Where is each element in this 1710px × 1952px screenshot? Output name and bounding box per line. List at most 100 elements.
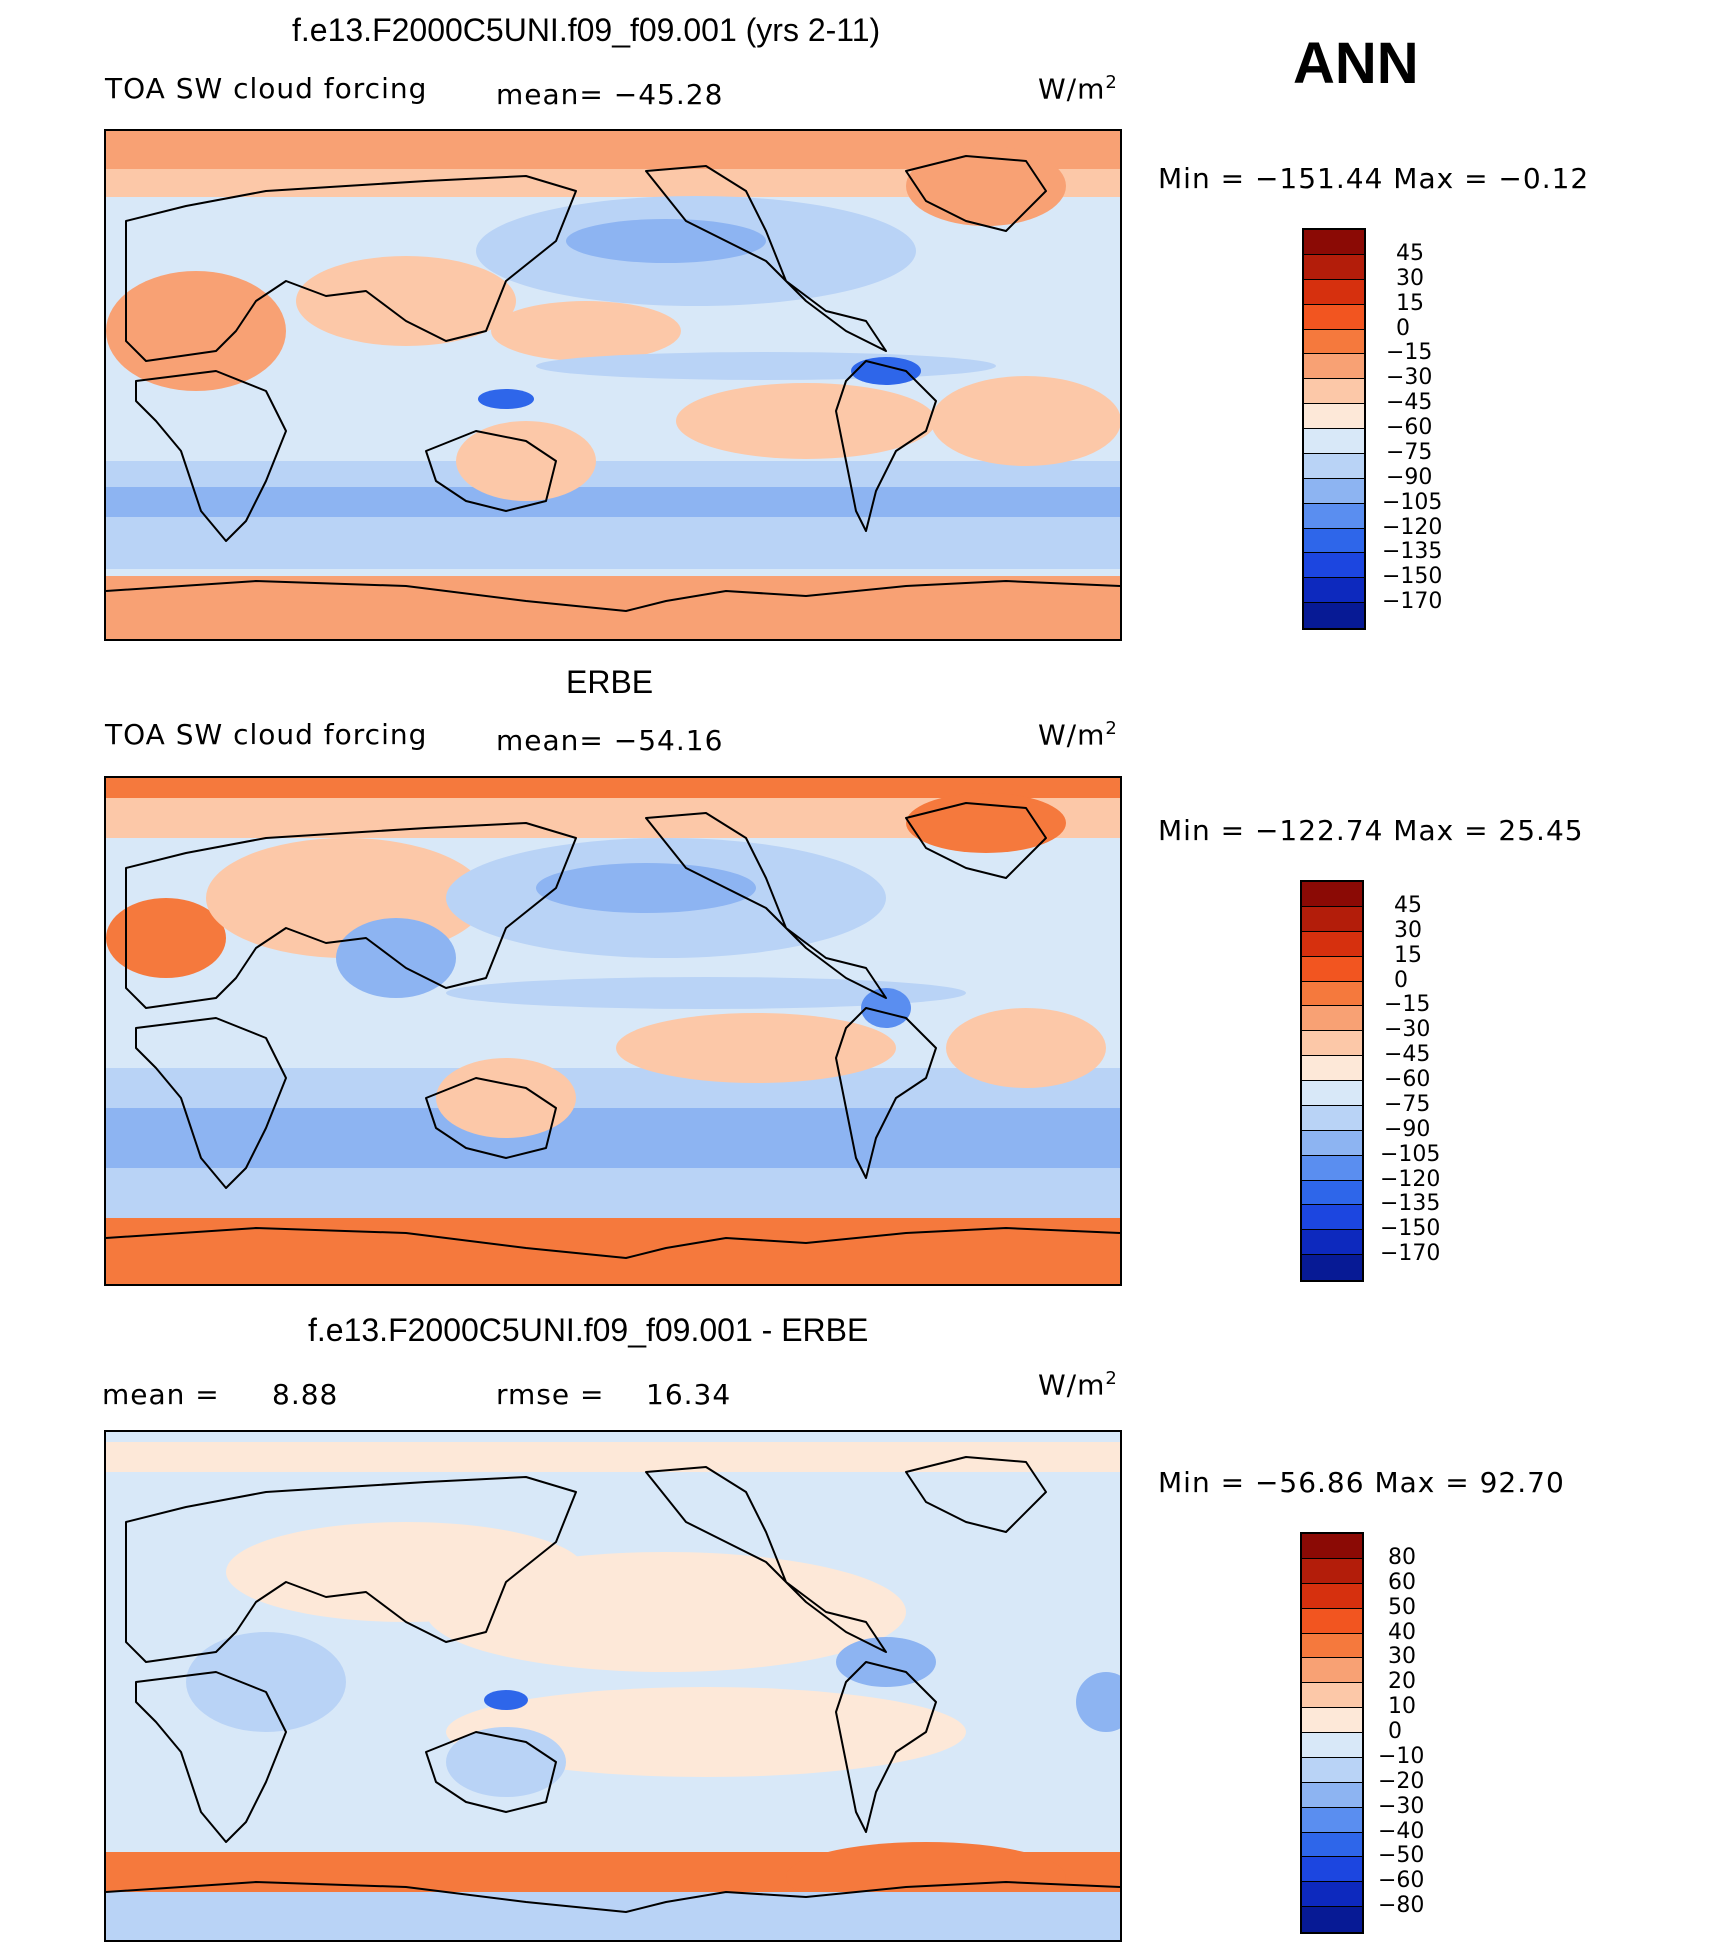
panel1-central-america-patch xyxy=(851,357,921,385)
colorbar-swatch xyxy=(1304,603,1364,628)
colorbar-tick-label: 10 xyxy=(1388,1694,1416,1720)
colorbar-tick-label: 45 xyxy=(1396,240,1424,266)
panel2-sepacific-stratocu xyxy=(616,1013,896,1083)
panel1-coastlines xyxy=(106,155,1120,612)
colorbar-swatch xyxy=(1302,1558,1362,1584)
colorbar-swatch xyxy=(1302,1006,1362,1032)
panel3-africa-patch xyxy=(186,1632,346,1732)
panel3-australia-patch xyxy=(446,1727,566,1797)
panel1-southern-ocean-core xyxy=(106,487,1120,517)
colorbar-swatch xyxy=(1302,1205,1362,1231)
colorbar-tick-label: 60 xyxy=(1388,1569,1416,1595)
colorbar-swatch xyxy=(1302,1255,1362,1280)
colorbar-tick-label: 50 xyxy=(1388,1594,1416,1620)
panel1-itcz xyxy=(536,352,996,380)
panel2-atlantic-patch xyxy=(946,1008,1106,1088)
colorbar-tick-label: −45 xyxy=(1386,390,1433,416)
colorbar-tick-label: −150 xyxy=(1382,564,1443,590)
panel3-mean-label: mean = xyxy=(102,1378,220,1411)
colorbar-tick-label: 30 xyxy=(1388,1644,1416,1670)
colorbar-tick-label: −60 xyxy=(1386,415,1433,440)
colorbar-swatch xyxy=(1302,1534,1362,1559)
colorbar-swatch xyxy=(1304,279,1364,305)
colorbar-swatch xyxy=(1302,1782,1362,1808)
panel2-npacific-core xyxy=(536,863,756,913)
colorbar-tick-label: −60 xyxy=(1378,1868,1425,1894)
panel2-coastlines xyxy=(106,802,1120,1259)
panel1-australia-patch xyxy=(456,421,596,501)
panel2-units-text: W/m xyxy=(1038,718,1106,752)
colorbar-swatch xyxy=(1302,1583,1362,1609)
panel1-sepacific-stratocu xyxy=(676,383,936,459)
panel3-mean-value: 8.88 xyxy=(272,1378,339,1411)
colorbar-swatch xyxy=(1302,1857,1362,1883)
panel3-rmse-value: 16.34 xyxy=(646,1378,732,1411)
panel2-greenland-patch xyxy=(906,793,1066,853)
panel2-australia-patch xyxy=(436,1058,576,1138)
colorbar-tick-label: −90 xyxy=(1384,1116,1431,1142)
panel3-rmse-label: rmse = xyxy=(496,1378,605,1411)
colorbar-swatch xyxy=(1302,1683,1362,1709)
panel1-units-sup: 2 xyxy=(1105,72,1118,93)
colorbar-tick-label: −30 xyxy=(1378,1793,1425,1819)
panel2-units: W/m2 xyxy=(1038,718,1118,751)
colorbar-tick-label: 15 xyxy=(1394,942,1422,968)
panel1-variable: TOA SW cloud forcing xyxy=(105,72,428,105)
panel2-variable: TOA SW cloud forcing xyxy=(105,718,428,751)
colorbar-swatch xyxy=(1302,1757,1362,1783)
colorbar-swatch xyxy=(1302,1882,1362,1908)
colorbar-tick-label: 0 xyxy=(1394,967,1408,993)
panel1-units-text: W/m xyxy=(1038,72,1106,106)
colorbar-tick-label: 15 xyxy=(1396,290,1424,316)
panel3-minmax: Min = −56.86 Max = 92.70 xyxy=(1158,1466,1565,1499)
colorbar-tick-label: −40 xyxy=(1378,1818,1425,1844)
colorbar-swatch xyxy=(1302,1708,1362,1733)
colorbar-swatch xyxy=(1304,429,1364,454)
panel3-npacific-patch xyxy=(426,1552,906,1672)
colorbar-swatch xyxy=(1304,329,1364,355)
panel1-npacific-core xyxy=(566,219,766,263)
panel2-monsoon-patch xyxy=(336,918,456,998)
colorbar-tick-label: −135 xyxy=(1382,539,1443,565)
panel2-arctic-band xyxy=(106,778,1120,798)
colorbar-swatch xyxy=(1302,1733,1362,1758)
colorbar-swatch xyxy=(1302,1031,1362,1057)
colorbar-tick-label: −105 xyxy=(1382,489,1443,515)
colorbar-swatch xyxy=(1302,1056,1362,1081)
colorbar-swatch xyxy=(1302,1180,1362,1206)
colorbar-tick-label: −15 xyxy=(1386,340,1433,366)
colorbar-swatch xyxy=(1302,1807,1362,1833)
colorbar-tick-label: −80 xyxy=(1378,1893,1425,1919)
panel2-units-sup: 2 xyxy=(1105,718,1118,739)
colorbar-swatch xyxy=(1304,478,1364,504)
panel2-title: ERBE xyxy=(566,664,654,700)
panel1-title: f.e13.F2000C5UNI.f09_f09.001 (yrs 2-11) xyxy=(292,12,881,48)
colorbar-tick-label: −20 xyxy=(1378,1768,1425,1794)
panel1-maritime-patch xyxy=(478,389,534,409)
colorbar-tick-label: −30 xyxy=(1386,365,1433,391)
colorbar-swatch xyxy=(1302,1081,1362,1106)
panel2-map xyxy=(104,776,1122,1286)
colorbar-swatch xyxy=(1304,404,1364,429)
panel3-map-svg xyxy=(106,1432,1120,1940)
colorbar-swatch xyxy=(1302,1608,1362,1634)
panel1-map xyxy=(104,129,1122,641)
panel3-units-text: W/m xyxy=(1038,1368,1106,1402)
panel3-antarctic-band xyxy=(106,1892,1120,1940)
colorbar-swatch xyxy=(1304,354,1364,380)
colorbar-tick-label: −30 xyxy=(1384,1017,1431,1043)
colorbar-tick-label: −15 xyxy=(1384,992,1431,1018)
panel2-central-america-patch xyxy=(861,988,911,1028)
colorbar-swatch xyxy=(1302,956,1362,982)
colorbar-tick-label: −75 xyxy=(1384,1091,1431,1117)
colorbar-swatch xyxy=(1304,304,1364,330)
panel1-mean: mean= −45.28 xyxy=(496,78,724,111)
panel3-east-atlantic-patch xyxy=(1076,1672,1120,1732)
panel1-colorbar xyxy=(1302,228,1366,630)
panel1-atlantic-patch xyxy=(931,376,1120,466)
colorbar-swatch xyxy=(1304,453,1364,479)
panel3-north-band xyxy=(106,1442,1120,1472)
panel1-minmax: Min = −151.44 Max = −0.12 xyxy=(1158,162,1590,195)
colorbar-tick-label: −120 xyxy=(1382,514,1443,540)
colorbar-tick-label: −45 xyxy=(1384,1042,1431,1068)
